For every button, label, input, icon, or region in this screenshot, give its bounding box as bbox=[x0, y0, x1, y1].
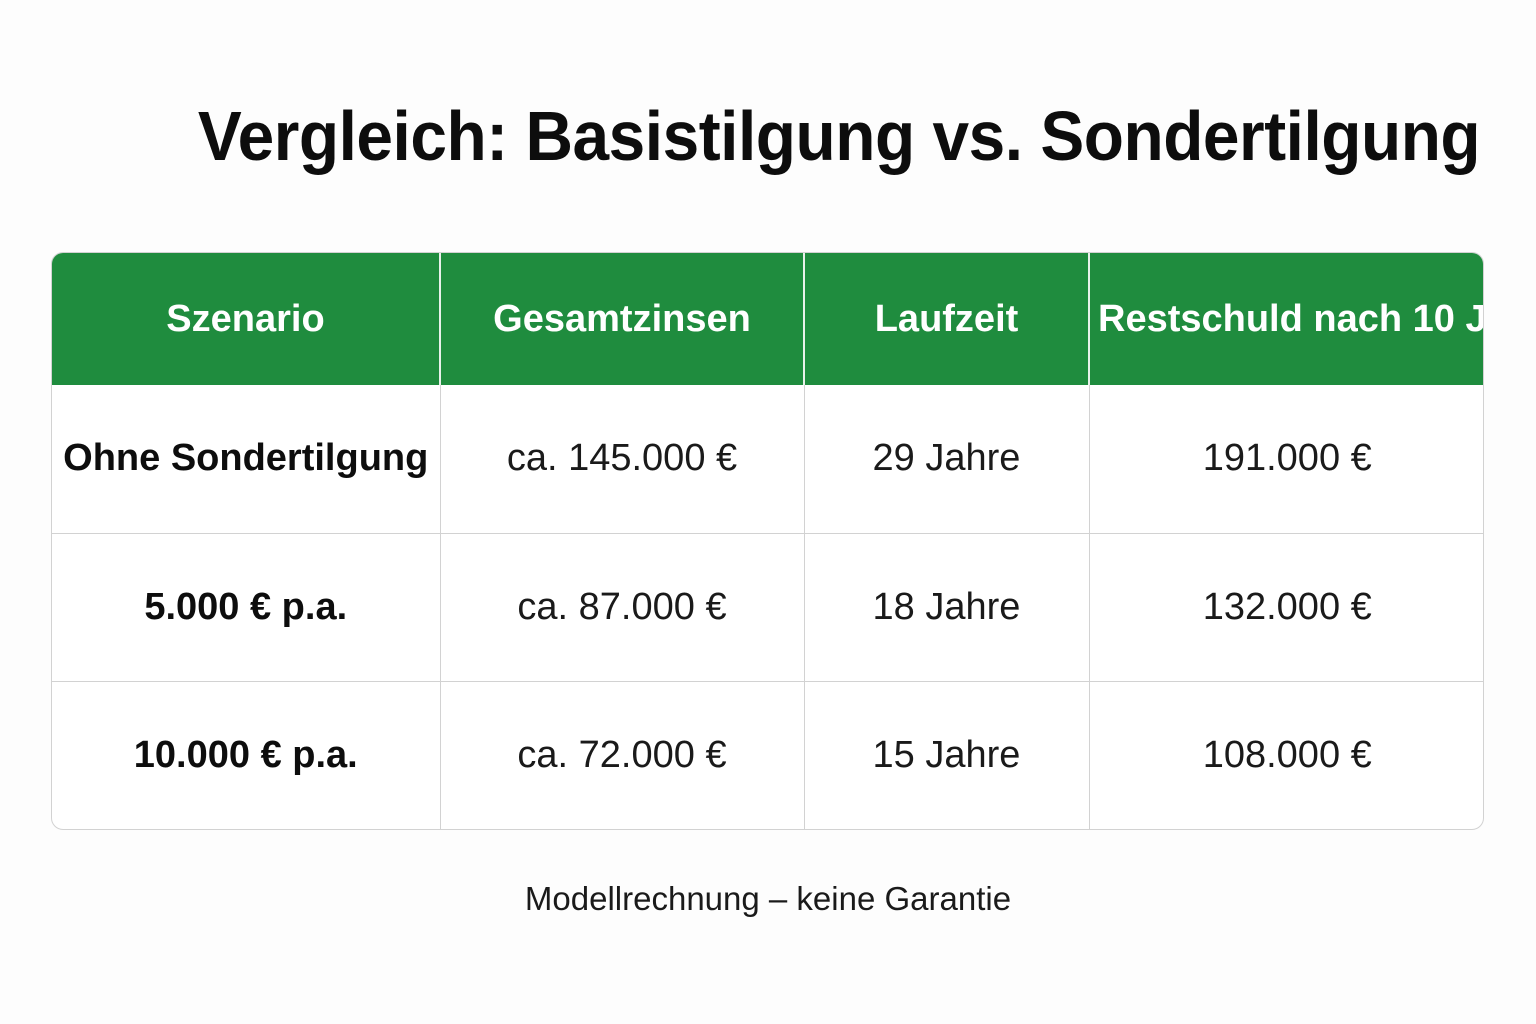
cell-gesamtzinsen: ca. 145.000 € bbox=[440, 385, 805, 533]
cell-laufzeit: 18 Jahre bbox=[804, 532, 1090, 681]
comparison-table-grid: Szenario Gesamtzinsen Laufzeit Restschul… bbox=[52, 253, 1484, 829]
cell-gesamtzinsen: ca. 87.000 € bbox=[440, 532, 805, 681]
cell-scenario: 5.000 € p.a. bbox=[52, 532, 441, 681]
header-szenario: Szenario bbox=[52, 253, 441, 385]
header-laufzeit: Laufzeit bbox=[804, 253, 1090, 385]
cell-restschuld: 191.000 € bbox=[1202, 437, 1372, 480]
page-title: Vergleich: Basistilgung vs. Sondertilgun… bbox=[197, 97, 1481, 175]
cell-scenario: 10.000 € p.a. bbox=[52, 680, 441, 829]
footnote: Modellrechnung – keine Garantie bbox=[524, 880, 1012, 917]
cell-scenario: Ohne Sondertilgung bbox=[52, 385, 441, 533]
table-header-row: Szenario Gesamtzinsen Laufzeit Restschul… bbox=[52, 253, 1484, 385]
comparison-table: Szenario Gesamtzinsen Laufzeit Restschul… bbox=[51, 252, 1484, 830]
table-row: 10.000 € p.a. ca. 72.000 € 15 Jahre 108.… bbox=[52, 680, 1483, 829]
table-row: Ohne Sondertilgung ca. 145.000 € 29 Jahr… bbox=[52, 385, 1483, 533]
cell-laufzeit: 15 Jahre bbox=[804, 680, 1090, 829]
cell-restschuld: 108.000 € bbox=[1089, 680, 1483, 829]
cell-laufzeit: 29 Jahre bbox=[804, 385, 1090, 533]
table-row: 5.000 € p.a. ca. 87.000 € 18 Jahre 132.0… bbox=[52, 532, 1483, 681]
header-restschuld: Restschuld nach 10 J. bbox=[1098, 297, 1484, 340]
header-gesamtzinsen: Gesamtzinsen bbox=[440, 253, 805, 385]
cell-restschuld: 132.000 € bbox=[1089, 532, 1483, 681]
cell-gesamtzinsen: ca. 72.000 € bbox=[440, 680, 805, 829]
